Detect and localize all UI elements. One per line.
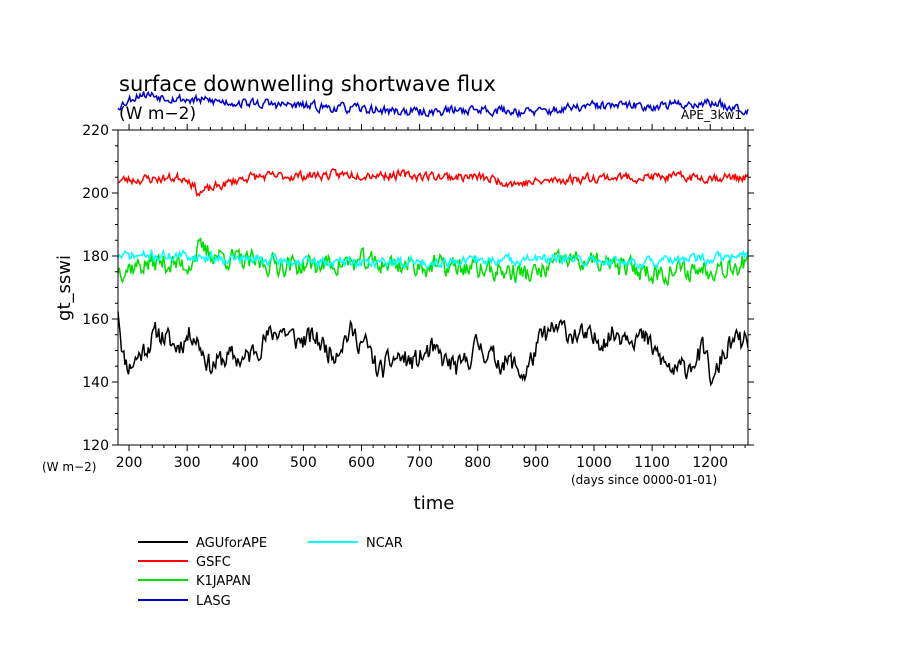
y-axis-label: gt_sswi (54, 255, 75, 321)
axis-ticks: 120 140 160 180 200 220 200 300 400 500 600 700 800 9… (82, 123, 754, 471)
series-line-ncar (117, 248, 749, 270)
legend-label-k1japan: K1JAPAN (196, 574, 251, 589)
x-tick-label: 1000 (576, 455, 612, 471)
series-lines (117, 90, 749, 387)
y-axis-unit: (W m−2) (42, 460, 96, 474)
y-tick-label: 180 (82, 249, 109, 265)
chart-tag: APE_3kw1 (681, 108, 742, 122)
legend-label-aguforape: AGUforAPE (196, 536, 267, 551)
x-tick-label: 900 (523, 455, 550, 471)
legend: AGUforAPE GSFC K1JAPAN LASG NCAR (138, 536, 403, 609)
series-line-lasg (117, 90, 749, 119)
y-tick-label: 120 (82, 438, 109, 454)
legend-label-gsfc: GSFC (196, 555, 231, 570)
y-tick-label: 140 (82, 375, 109, 391)
y-tick-label: 220 (82, 123, 109, 139)
x-tick-label: 200 (116, 455, 143, 471)
x-axis-unit: (days since 0000-01-01) (571, 473, 717, 487)
x-tick-label: 700 (406, 455, 433, 471)
x-tick-label: 1100 (634, 455, 670, 471)
x-tick-label: 500 (290, 455, 317, 471)
legend-label-ncar: NCAR (366, 536, 403, 551)
series-line-gsfc (117, 167, 749, 198)
series-line-k1japan (117, 237, 749, 286)
chart-units: (W m−2) (119, 104, 196, 124)
x-tick-label: 600 (348, 455, 375, 471)
chart-title: surface downwelling shortwave flux (119, 72, 496, 96)
y-tick-label: 160 (82, 312, 109, 328)
x-tick-label: 400 (232, 455, 259, 471)
x-axis-label: time (414, 493, 455, 514)
y-tick-label: 200 (82, 186, 109, 202)
series-line-aguforape (117, 311, 749, 387)
legend-label-lasg: LASG (196, 594, 231, 609)
x-tick-label: 300 (174, 455, 201, 471)
x-tick-label: 800 (464, 455, 491, 471)
x-tick-label: 1200 (692, 455, 728, 471)
